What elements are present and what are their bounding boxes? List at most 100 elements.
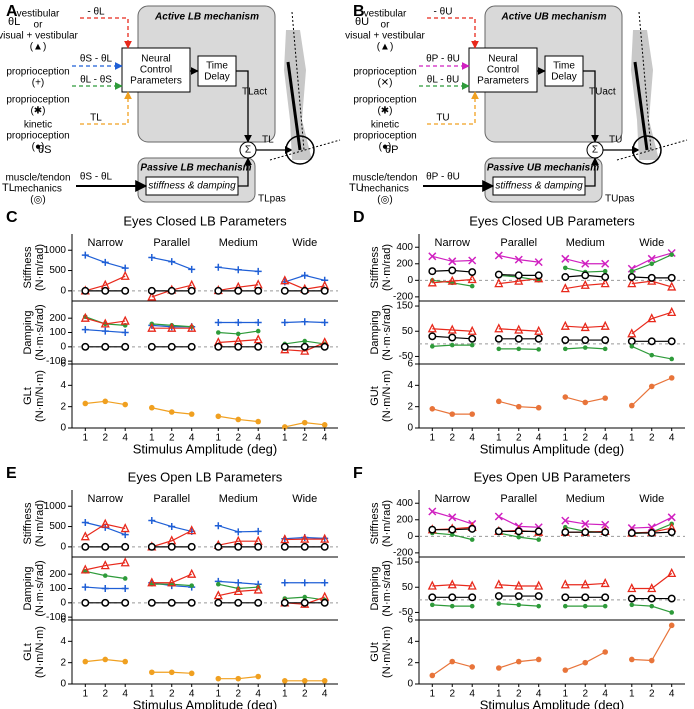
y-axis-label: Damping <box>369 566 381 610</box>
chart-title: Eyes Closed LB Parameters <box>123 213 287 228</box>
marker <box>82 658 89 665</box>
marker <box>647 337 656 346</box>
x-tick-label: 2 <box>516 433 522 444</box>
marker <box>280 342 289 351</box>
marker <box>147 342 156 351</box>
arrow <box>236 70 252 143</box>
y-axis-label: (N·m·s/rad) <box>381 560 393 616</box>
marker <box>494 251 503 260</box>
marker <box>560 320 570 330</box>
delay-text: Time <box>206 61 228 72</box>
group-label: Narrow <box>88 237 124 249</box>
y-tick-label: 0 <box>407 423 413 434</box>
x-axis-label: Stimulus Amplitude (deg) <box>133 441 278 456</box>
group-label: Medium <box>566 493 605 505</box>
marker <box>629 602 635 608</box>
marker <box>647 529 656 537</box>
marker <box>494 334 503 343</box>
marker <box>253 584 263 594</box>
chart-title: Eyes Open LB Parameters <box>128 469 283 484</box>
marker <box>301 419 308 426</box>
group-label: Parallel <box>153 493 190 505</box>
y-tick-label: 4 <box>60 636 66 647</box>
marker <box>100 318 110 328</box>
marker <box>187 322 197 332</box>
marker <box>281 579 289 587</box>
signal-label: TL <box>90 113 102 124</box>
marker <box>467 580 477 590</box>
series-line <box>218 339 259 344</box>
input-text: proprioception <box>6 95 69 106</box>
marker <box>514 271 523 280</box>
marker <box>321 678 328 684</box>
marker <box>122 401 128 408</box>
marker <box>189 583 194 588</box>
marker <box>213 590 223 600</box>
series-line <box>565 283 606 290</box>
marker <box>449 658 456 665</box>
y-axis-label: (N·m/N·m) <box>34 370 46 422</box>
joint <box>632 135 662 165</box>
marker <box>627 583 637 593</box>
marker <box>580 322 590 332</box>
marker <box>254 598 263 607</box>
x-tick-label: 4 <box>602 433 608 444</box>
marker <box>561 273 570 281</box>
torque-label: TL <box>2 182 15 194</box>
marker <box>469 603 475 609</box>
signal-label: θS - θL <box>80 54 113 65</box>
ncp-box <box>121 47 191 93</box>
marker <box>187 542 196 551</box>
marker <box>214 263 222 271</box>
x-tick-label: 4 <box>669 433 675 444</box>
signal-label: θL - θS <box>80 75 112 86</box>
angle-label: θU <box>355 16 369 28</box>
y-axis-label: GUt <box>369 642 381 662</box>
sum-symbol: Σ <box>592 145 598 156</box>
marker <box>320 598 329 607</box>
delay-box <box>544 55 584 87</box>
body-segment <box>286 61 302 151</box>
series-line <box>432 328 473 332</box>
delay-text: Delay <box>204 72 230 83</box>
x-tick-label: 1 <box>563 689 569 700</box>
marker <box>427 277 437 287</box>
group-label: Narrow <box>88 493 124 505</box>
series-line <box>218 540 259 546</box>
marker <box>561 336 570 345</box>
y-axis-label: GLt <box>22 643 34 661</box>
marker <box>514 324 524 334</box>
series-line <box>631 625 673 662</box>
marker <box>601 273 610 281</box>
input-text: proprioception <box>6 67 69 78</box>
y-tick-label: 2 <box>60 657 66 668</box>
input-text: vestibular <box>364 9 407 20</box>
marker <box>147 542 156 551</box>
marker <box>602 268 608 274</box>
input-text: proprioception <box>6 131 69 142</box>
x-tick-label: 4 <box>255 689 261 700</box>
marker <box>582 603 588 609</box>
marker <box>629 268 635 274</box>
x-tick-label: 2 <box>449 433 455 444</box>
x-tick-label: 1 <box>216 689 222 700</box>
signal-label: - θL <box>87 7 105 18</box>
ncp-text: Parameters <box>130 76 182 87</box>
y-tick-label: 0 <box>407 679 413 690</box>
marker <box>168 523 176 531</box>
marker <box>120 523 130 533</box>
marker <box>321 318 329 326</box>
y-tick-label: 200 <box>49 569 66 580</box>
marker <box>600 278 610 288</box>
group-label: Wide <box>639 237 664 249</box>
marker <box>448 333 457 342</box>
marker <box>147 577 157 587</box>
input-text: proprioception <box>353 131 416 142</box>
marker <box>667 528 676 537</box>
signal-arrow <box>80 91 132 125</box>
marker <box>147 322 157 332</box>
muscle-text: (◎) <box>30 195 45 206</box>
marker <box>648 383 655 390</box>
y-tick-label: -100 <box>46 356 66 367</box>
marker <box>562 394 569 400</box>
